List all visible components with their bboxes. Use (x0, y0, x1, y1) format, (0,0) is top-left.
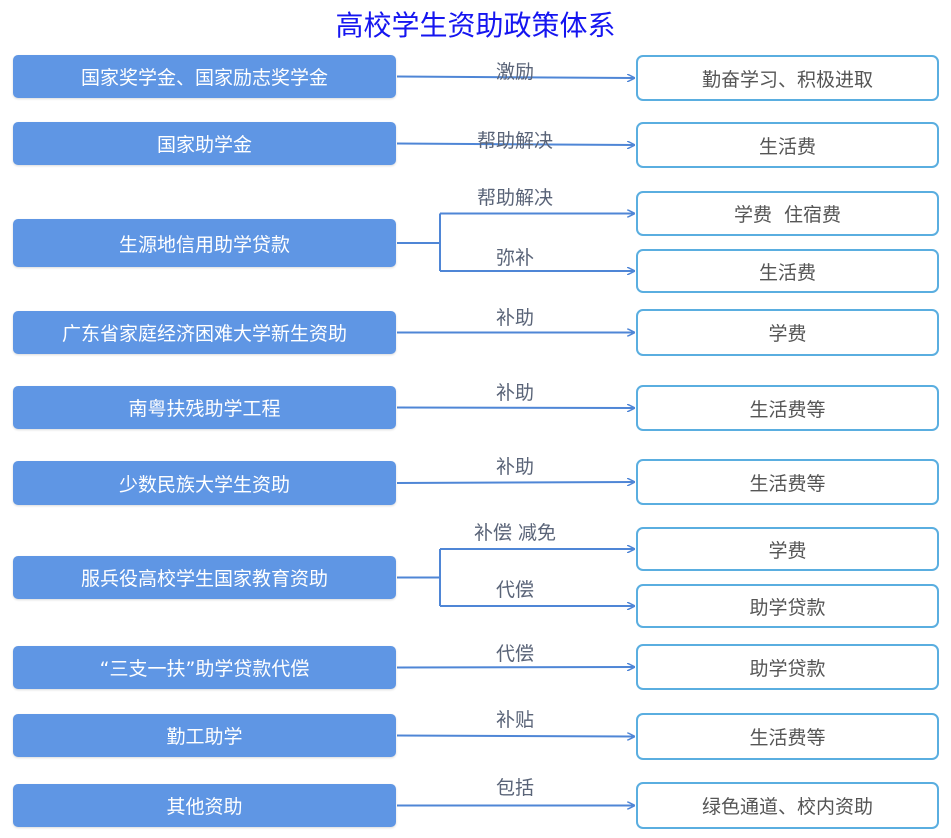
edge-label: 补助 (495, 456, 534, 478)
source-box: 国家助学金 (13, 122, 396, 165)
source-box: 其他资助 (13, 784, 396, 827)
edge-label: 弥补 (495, 247, 534, 269)
target-box: 生活费等 (636, 385, 939, 431)
target-box: 助学贷款 (636, 584, 939, 628)
diagram-title: 高校学生资助政策体系 (335, 9, 616, 42)
target-box: 学费 (636, 527, 939, 571)
edge-label: 补偿 减免 (473, 522, 557, 544)
target-box: 绿色通道、校内资助 (636, 782, 939, 829)
arrow-connector (396, 736, 634, 737)
arrow-connector (396, 408, 634, 409)
arrow-connector (396, 482, 634, 483)
source-box: “三支一扶”助学贷款代偿 (13, 646, 396, 689)
source-box: 国家奖学金、国家励志奖学金 (13, 55, 396, 98)
target-box: 生活费等 (636, 459, 939, 505)
source-box: 服兵役高校学生国家教育资助 (13, 556, 396, 599)
source-box: 少数民族大学生资助 (13, 461, 396, 505)
target-box: 学费 住宿费 (636, 191, 939, 236)
edge-label: 代偿 (495, 579, 534, 601)
edge-label: 补贴 (495, 709, 534, 731)
arrow-connector (396, 667, 634, 668)
edge-label: 包括 (495, 777, 534, 799)
arrow-connector (396, 77, 634, 79)
source-box: 生源地信用助学贷款 (13, 219, 396, 267)
target-box: 勤奋学习、积极进取 (636, 55, 939, 101)
edge-label: 帮助解决 (476, 130, 553, 152)
target-box: 生活费 (636, 249, 939, 293)
target-box: 助学贷款 (636, 644, 939, 690)
edge-label: 帮助解决 (476, 187, 553, 209)
edge-label: 补助 (495, 307, 534, 329)
target-box: 生活费 (636, 122, 939, 168)
arrow-connector (396, 144, 634, 146)
target-box: 学费 (636, 309, 939, 356)
source-box: 南粤扶残助学工程 (13, 386, 396, 429)
target-box: 生活费等 (636, 713, 939, 760)
source-box: 广东省家庭经济困难大学新生资助 (13, 311, 396, 354)
edge-label: 代偿 (495, 643, 534, 665)
edge-label: 补助 (495, 382, 534, 404)
edge-label: 激励 (495, 61, 534, 83)
source-box: 勤工助学 (13, 714, 396, 757)
